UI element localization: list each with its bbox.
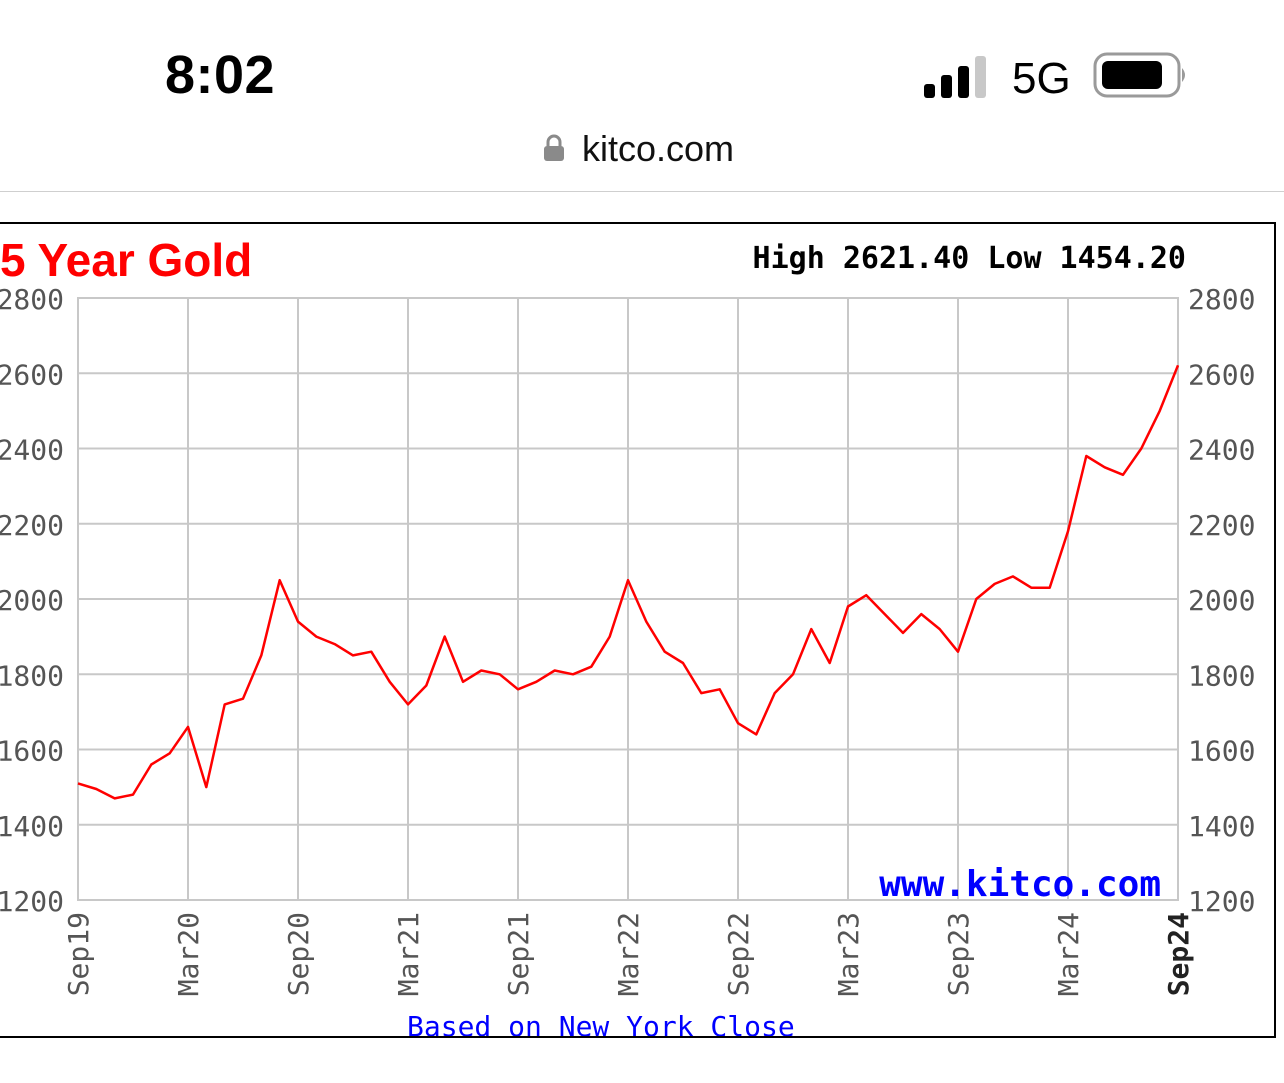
- url-text[interactable]: kitco.com: [582, 128, 735, 169]
- y-tick-label-right: 2600: [1188, 358, 1255, 391]
- x-tick-label: Mar23: [832, 912, 865, 996]
- chart-frame: 5 Year Gold High 2621.40 Low 1454.20 www…: [0, 222, 1276, 1038]
- y-tick-label-left: 1600: [0, 735, 64, 768]
- gold-price-chart: 5 Year Gold High 2621.40 Low 1454.20 www…: [0, 234, 1255, 1036]
- kitco-watermark: www.kitco.com: [879, 864, 1161, 905]
- x-tick-label: Sep21: [502, 912, 535, 996]
- y-tick-label-left: 2200: [0, 509, 64, 542]
- y-axis-right-labels: 1200 1400 1600 1800 2000 2200 2400 2600 2800: [1188, 283, 1255, 918]
- y-tick-label-right: 2800: [1188, 283, 1255, 316]
- x-tick-label: Sep24: [1162, 912, 1195, 996]
- x-tick-label: Sep20: [282, 912, 315, 996]
- x-tick-label: Sep22: [722, 912, 755, 996]
- lock-icon: [544, 134, 564, 161]
- y-tick-label-right: 1600: [1188, 735, 1255, 768]
- gold-price-line: [77, 364, 1180, 800]
- chart-title: 5 Year Gold: [0, 234, 252, 286]
- y-tick-label-left: 2600: [0, 358, 64, 391]
- network-type-label: 5G: [1012, 54, 1071, 103]
- y-tick-label-right: 2200: [1188, 509, 1255, 542]
- y-tick-label-right: 1200: [1188, 885, 1255, 918]
- y-tick-label-right: 2000: [1188, 584, 1255, 617]
- y-tick-label-left: 2400: [0, 434, 64, 467]
- y-tick-label-left: 2000: [0, 584, 64, 617]
- x-tick-label: Sep19: [62, 912, 95, 996]
- status-bar: 8:02 5G: [0, 0, 1284, 120]
- x-tick-label: Mar24: [1052, 912, 1085, 996]
- x-tick-label: Mar20: [172, 912, 205, 996]
- address-bar[interactable]: kitco.com: [0, 120, 1284, 192]
- x-tick-label: Sep23: [942, 912, 975, 996]
- y-tick-label-left: 1400: [0, 810, 64, 843]
- clock: 8:02: [165, 45, 276, 105]
- y-tick-label-left: 2800: [0, 283, 64, 316]
- x-axis-labels: Sep19 Mar20 Sep20 Mar21 Sep21 Mar22 Sep22 Mar23…: [62, 912, 1195, 996]
- x-tick-label: Mar21: [392, 912, 425, 996]
- y-tick-label-left: 1800: [0, 659, 64, 692]
- y-tick-label-right: 2400: [1188, 434, 1255, 467]
- y-axis-left-labels: 1200 1400 1600 1800 2000 2200 2400 2600 2800: [0, 283, 64, 918]
- y-tick-label-right: 1400: [1188, 810, 1255, 843]
- battery-icon: [1093, 52, 1185, 98]
- address-bar-divider: [0, 191, 1284, 192]
- based-on-footer: Based on New York Close: [407, 1010, 795, 1036]
- y-tick-label-right: 1800: [1188, 659, 1255, 692]
- chart-labels: 5 Year Gold High 2621.40 Low 1454.20 www…: [0, 234, 1186, 1036]
- y-tick-label-left: 1200: [0, 885, 64, 918]
- high-low-stats: High 2621.40 Low 1454.20: [753, 241, 1186, 276]
- grid-lines: [77, 297, 1179, 901]
- cellular-signal-icon: [924, 56, 986, 98]
- x-tick-label: Mar22: [612, 912, 645, 996]
- price-series: [77, 364, 1180, 800]
